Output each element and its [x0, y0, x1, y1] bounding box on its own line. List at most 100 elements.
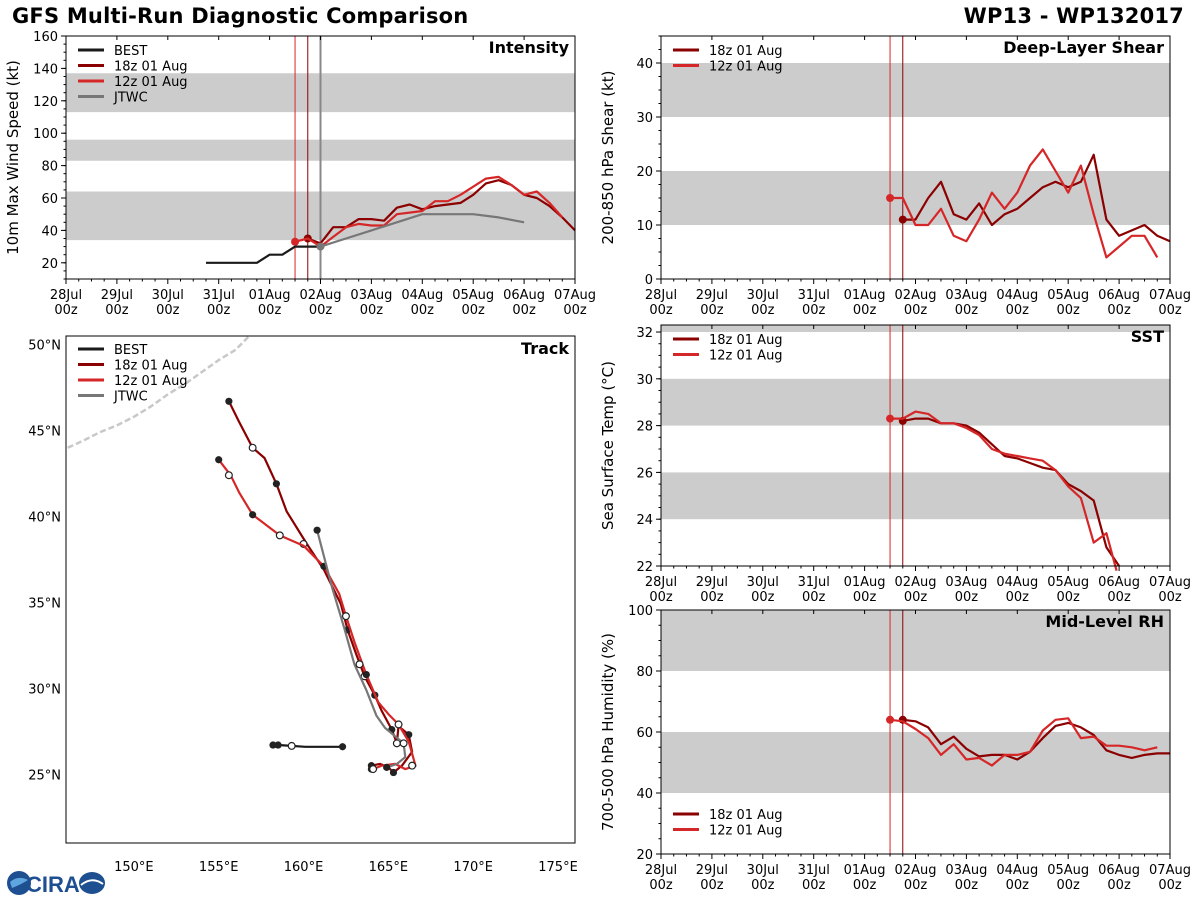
rh-legend-label: 18z 01 Aug [709, 808, 783, 823]
intensity-xtick-label: 01Aug 00z [249, 288, 291, 318]
track-ytick-label: 25°N [28, 768, 61, 783]
shear-ytick-label: 40 [636, 57, 653, 72]
track-ytick-label: 45°N [28, 425, 61, 440]
track-title: Track [521, 339, 569, 358]
sst-series-line [890, 410, 1118, 571]
track-marker-filled [383, 763, 391, 771]
intensity-xtick-label: 02Aug 00z [300, 288, 342, 318]
sst-ytick-label: 26 [636, 466, 653, 481]
track-marker-open [248, 443, 257, 452]
sst-xtick-label: 05Aug 00z [1047, 575, 1089, 605]
shear-legend-label: 12z 01 Aug [709, 60, 783, 75]
shear-ytick-label: 10 [636, 219, 653, 234]
rh-xtick-label: 07Aug 00z [1149, 863, 1191, 893]
track-series-line [316, 529, 407, 769]
intensity-ytick-label: 120 [33, 95, 58, 110]
intensity-series-line [320, 213, 525, 248]
rh-xtick-label: 05Aug 00z [1047, 863, 1089, 893]
track-marker-filled [338, 743, 347, 751]
track-marker-filled [249, 511, 257, 519]
track-marker-open [287, 741, 296, 750]
sst-xtick-label: 29Jul 00z [696, 575, 728, 605]
intensity-legend-label: 18z 01 Aug [114, 60, 188, 75]
track-marker-open [399, 739, 408, 748]
rh-ytick-label: 20 [636, 848, 653, 863]
shear-panel: 0 10 20 30 40 28Jul 00z 29Jul 00z 30Jul 00z 31Jul 00… [599, 35, 1191, 318]
sst-ylabel: Sea Surface Temp (°C) [599, 361, 617, 530]
intensity-title: Intensity [489, 38, 570, 57]
rh-ytick-label: 80 [636, 665, 653, 680]
rh-xtick-label: 28Jul 00z [645, 863, 677, 893]
sst-xtick-label: 30Jul 00z [747, 575, 779, 605]
shear-series-line [890, 148, 1159, 259]
rh-xtick-label: 31Jul 00z [798, 863, 830, 893]
logo-seal-icon [79, 872, 105, 894]
sst-ytick-label: 32 [636, 326, 653, 341]
intensity-series-line [294, 175, 564, 248]
track-frame [65, 335, 576, 844]
sst-xtick-label: 07Aug 00z [1149, 575, 1191, 605]
track-xtick-label: 165°E [369, 860, 409, 875]
logo-text: CIRA [26, 872, 80, 897]
rh-panel: 20 40 60 80 100 28Jul 00z 29Jul 00z 30Jul 00z 31Jul… [599, 604, 1191, 893]
storm-id: WP13 - WP132017 [963, 4, 1184, 28]
track-marker-filled [362, 670, 370, 679]
intensity-ytick-label: 160 [33, 30, 58, 45]
intensity-xtick-label: 28Jul 00z [50, 288, 82, 318]
track-panel: 150°E 155°E 160°E 165°E 170°E 175°E 25°N 30°N 35… [28, 335, 578, 875]
sst-xtick-label: 01Aug 00z [844, 575, 886, 605]
track-xtick-label: 155°E [199, 860, 239, 875]
intensity-xtick-label: 03Aug 00z [350, 288, 392, 318]
track-coastline [67, 336, 251, 449]
intensity-xtick-label: 07Aug 00z [554, 288, 596, 318]
intensity-xtick-label: 06Aug 00z [503, 288, 545, 318]
track-ytick-label: 35°N [28, 596, 61, 611]
shear-xtick-label: 06Aug 00z [1098, 288, 1140, 318]
intensity-series-line [307, 179, 576, 245]
shear-legend-label: 18z 01 Aug [709, 44, 783, 59]
rh-xtick-label: 02Aug 00z [895, 863, 937, 893]
intensity-legend-label: JTWC [113, 91, 148, 106]
track-xtick-label: 170°E [453, 860, 493, 875]
intensity-xtick-label: 30Jul 00z [152, 288, 184, 318]
rh-xtick-label: 03Aug 00z [945, 863, 987, 893]
page-title: GFS Multi-Run Diagnostic Comparison [12, 4, 469, 28]
intensity-xtick-label: 04Aug 00z [401, 288, 443, 318]
rh-ytick-label: 60 [636, 726, 653, 741]
shear-series-marker [886, 194, 895, 202]
rh-ytick-label: 40 [636, 787, 653, 802]
rh-xtick-label: 29Jul 00z [696, 863, 728, 893]
shear-band [661, 63, 1170, 117]
track-ytick-label: 40°N [28, 510, 61, 525]
track-marker-filled [313, 526, 321, 534]
sst-xtick-label: 31Jul 00z [798, 575, 830, 605]
shear-ytick-label: 30 [636, 111, 653, 126]
rh-series-line [889, 717, 1158, 767]
intensity-ytick-label: 40 [41, 224, 58, 239]
track-xtick-label: 150°E [114, 860, 154, 875]
intensity-series-line [206, 245, 321, 264]
intensity-ytick-label: 20 [41, 257, 58, 272]
intensity-xtick-label: 29Jul 00z [101, 288, 133, 318]
sst-legend-label: 12z 01 Aug [709, 349, 783, 364]
track-legend-label: BEST [114, 343, 147, 358]
sst-xtick-label: 02Aug 00z [895, 575, 937, 605]
shear-ytick-label: 0 [645, 273, 653, 288]
rh-ytick-label: 100 [628, 604, 653, 619]
sst-ytick-label: 28 [636, 420, 653, 435]
shear-xtick-label: 02Aug 00z [895, 288, 937, 318]
track-ytick-label: 50°N [28, 339, 61, 354]
rh-legend-label: 12z 01 Aug [709, 824, 783, 839]
rh-xtick-label: 04Aug 00z [996, 863, 1038, 893]
track-marker-open [341, 612, 350, 621]
track-legend-label: 12z 01 Aug [114, 374, 188, 389]
track-marker-open [355, 660, 364, 669]
rh-xtick-label: 30Jul 00z [747, 863, 779, 893]
sst-legend-label: 18z 01 Aug [709, 333, 783, 348]
intensity-series-marker [291, 237, 300, 246]
track-marker-open [275, 531, 284, 540]
intensity-ylabel: 10m Max Wind Speed (kt) [4, 60, 22, 255]
track-legend-label: JTWC [113, 390, 148, 405]
rh-series-line [902, 718, 1170, 761]
track-xtick-label: 175°E [538, 860, 578, 875]
